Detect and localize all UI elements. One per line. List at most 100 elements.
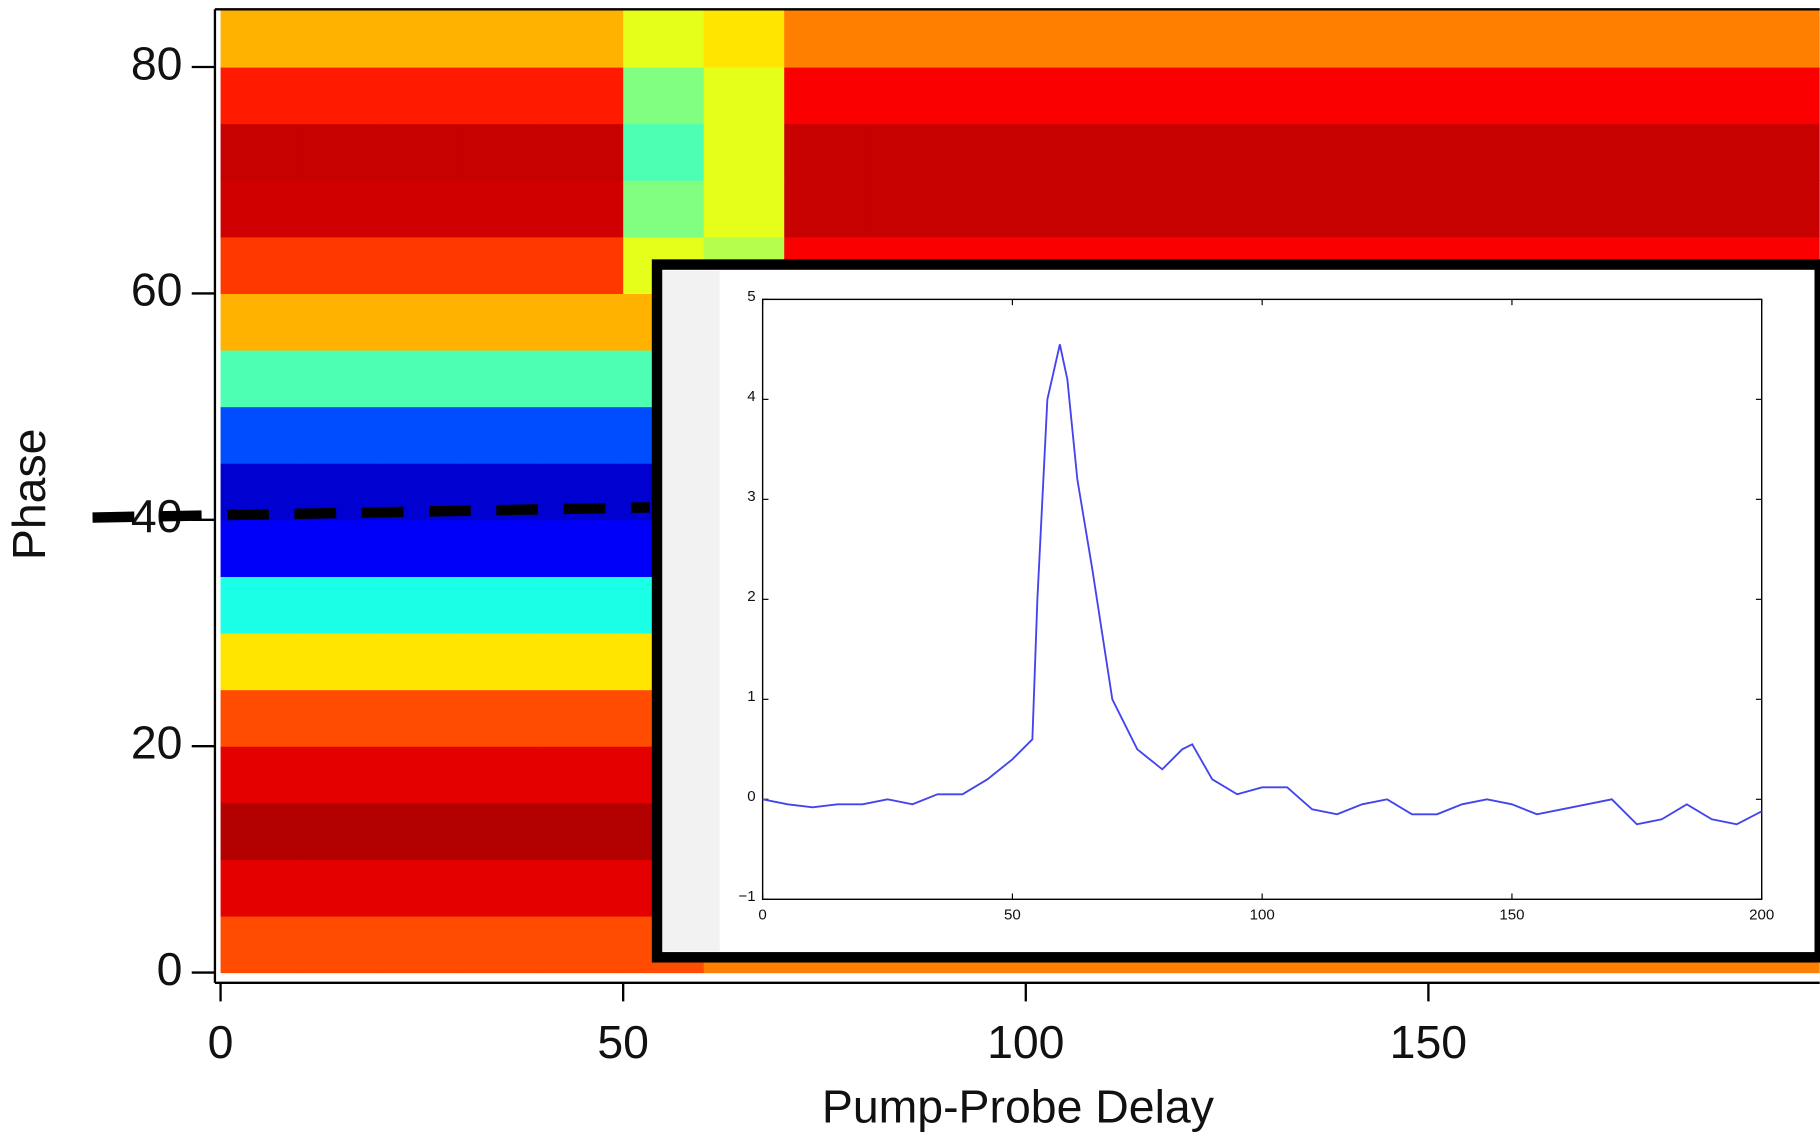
heatmap-cell <box>381 236 463 294</box>
x-tick-label: 100 <box>1250 907 1275 924</box>
heatmap-cell <box>945 180 1027 238</box>
heatmap-cell <box>703 10 785 68</box>
heatmap-cell <box>381 180 463 238</box>
heatmap-cell <box>462 293 544 351</box>
heatmap-cell <box>462 519 544 577</box>
heatmap-cell <box>784 123 866 181</box>
heatmap-cell <box>381 859 463 917</box>
heatmap-cell <box>301 802 383 860</box>
x-tick-label: 50 <box>1004 907 1021 924</box>
heatmap-cell <box>1669 123 1752 181</box>
heatmap-cell <box>1589 123 1671 181</box>
heatmap-cell <box>784 10 866 68</box>
heatmap-cell <box>462 576 544 634</box>
heatmap-cell <box>542 689 624 747</box>
heatmap-cell <box>1025 67 1107 125</box>
heatmap-cell <box>381 689 463 747</box>
heatmap-cell <box>220 915 302 974</box>
heatmap-cell <box>1589 10 1671 68</box>
heatmap-cell <box>542 10 624 68</box>
heatmap-cell <box>1428 10 1510 68</box>
heatmap-cell <box>220 632 302 691</box>
heatmap-cell <box>945 10 1027 68</box>
dashed-line <box>92 502 650 523</box>
y-tick-label: 0 <box>747 788 755 805</box>
heatmap-cell <box>301 632 383 691</box>
heatmap-cell <box>1267 180 1349 238</box>
heatmap-cell <box>864 10 946 68</box>
heatmap-cell <box>1025 123 1107 181</box>
heatmap-cell <box>381 746 463 804</box>
heatmap-cell <box>1267 67 1349 125</box>
heatmap-cell <box>1750 123 1820 181</box>
heatmap-cell <box>1669 10 1752 68</box>
heatmap-cell <box>220 236 302 294</box>
heatmap-cell <box>220 802 302 860</box>
heatmap-cell <box>220 123 302 181</box>
heatmap-cell <box>1508 10 1591 68</box>
heatmap-cell <box>1347 180 1429 238</box>
heatmap-cell <box>462 859 544 917</box>
heatmap-cell <box>462 180 544 238</box>
heatmap-cell <box>301 180 383 238</box>
heatmap-cell <box>220 689 302 747</box>
heatmap-cell <box>864 67 946 125</box>
heatmap-cell <box>381 67 463 125</box>
heatmap-cell <box>1589 67 1671 125</box>
heatmap-cell <box>784 67 866 125</box>
heatmap-cell <box>462 632 544 691</box>
x-tick-label: 0 <box>758 907 766 924</box>
heatmap-cell <box>462 123 544 181</box>
heatmap-cell <box>703 123 785 181</box>
y-tick-label: 5 <box>747 288 755 305</box>
heatmap-cell <box>220 746 302 804</box>
heatmap-cell <box>462 10 544 68</box>
heatmap-cell <box>703 180 785 238</box>
heatmap-cell <box>1589 180 1671 238</box>
heatmap-cell <box>542 180 624 238</box>
heatmap-cell <box>301 746 383 804</box>
y-tick-label: −1 <box>738 888 755 905</box>
heatmap-cell <box>1186 180 1268 238</box>
heatmap-cell <box>301 67 383 125</box>
heatmap-cell <box>945 123 1027 181</box>
heatmap-cell <box>542 915 624 974</box>
heatmap-cell <box>1267 123 1349 181</box>
heatmap-cell <box>1025 180 1107 238</box>
heatmap-cell <box>542 350 624 408</box>
heatmap-cell <box>945 67 1027 125</box>
heatmap-cell <box>220 180 302 238</box>
heatmap-cell <box>1750 180 1820 238</box>
heatmap-cell <box>462 350 544 408</box>
heatmap-cell <box>1347 10 1429 68</box>
heatmap-cell <box>623 10 705 68</box>
y-tick-label: 2 <box>747 588 755 605</box>
heatmap-cell <box>462 406 544 464</box>
data-line <box>762 344 1763 826</box>
heatmap-cell <box>1106 67 1188 125</box>
heatmap-cell <box>542 67 624 125</box>
heatmap-cell <box>1669 180 1752 238</box>
heatmap-cell <box>301 236 383 294</box>
heatmap-cell <box>381 632 463 691</box>
heatmap-cell <box>1508 123 1591 181</box>
heatmap-cell <box>381 406 463 464</box>
y-tick-label: 60 <box>131 264 183 316</box>
heatmap-cell <box>220 10 302 68</box>
heatmap-cell <box>623 67 705 125</box>
heatmap-cell <box>462 236 544 294</box>
heatmap-cell <box>301 859 383 917</box>
heatmap-cell <box>1428 180 1510 238</box>
heatmap-cell <box>542 406 624 464</box>
heatmap-cell <box>542 519 624 577</box>
heatmap-cell <box>1347 67 1429 125</box>
heatmap-cell <box>220 859 302 917</box>
x-tick-label: 150 <box>1499 907 1524 924</box>
heatmap-cell <box>1428 67 1510 125</box>
heatmap-cell <box>1186 123 1268 181</box>
heatmap-cell <box>542 576 624 634</box>
inset-frame <box>651 259 1820 963</box>
